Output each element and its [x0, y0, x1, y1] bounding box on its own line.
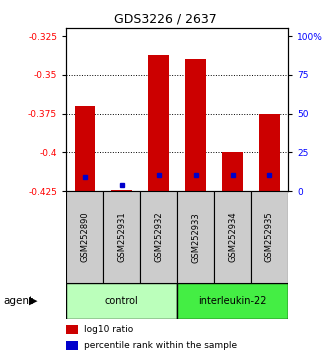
Bar [66, 283, 177, 319]
Bar [177, 283, 288, 319]
Bar [103, 191, 140, 283]
Text: GSM252933: GSM252933 [191, 212, 200, 263]
Text: GSM252934: GSM252934 [228, 212, 237, 263]
Bar [222, 152, 243, 191]
Bar [148, 55, 169, 191]
Bar [112, 190, 132, 191]
Bar [74, 106, 95, 191]
Text: GSM252935: GSM252935 [265, 212, 274, 263]
Text: percentile rank within the sample: percentile rank within the sample [84, 341, 237, 350]
Bar [66, 191, 103, 283]
Text: GSM252931: GSM252931 [117, 212, 126, 263]
Text: log10 ratio: log10 ratio [84, 325, 133, 334]
Bar [251, 191, 288, 283]
Bar [185, 59, 206, 191]
Text: control: control [105, 296, 138, 306]
Text: GDS3226 / 2637: GDS3226 / 2637 [114, 12, 217, 25]
Text: agent: agent [3, 296, 33, 306]
Bar [259, 114, 280, 191]
Text: ▶: ▶ [29, 296, 37, 306]
Bar [66, 325, 78, 334]
Text: interleukin-22: interleukin-22 [198, 296, 267, 306]
Bar [66, 341, 78, 350]
Text: GSM252890: GSM252890 [80, 212, 89, 263]
Bar [214, 191, 251, 283]
Bar [177, 191, 214, 283]
Bar [140, 191, 177, 283]
Text: GSM252932: GSM252932 [154, 212, 163, 263]
